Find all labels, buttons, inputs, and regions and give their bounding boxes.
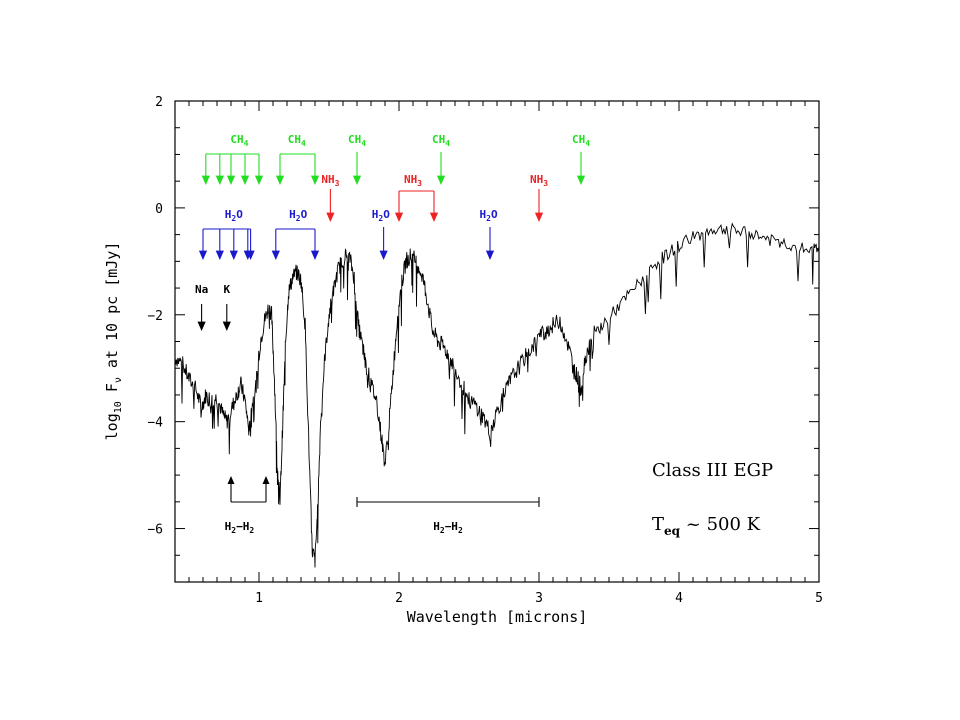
nh3-label: NH3 [530, 173, 548, 188]
ch4-marker [576, 152, 586, 185]
x-axis-label: Wavelength [microns] [407, 608, 588, 626]
nh3-label: NH3 [321, 173, 339, 188]
axis-tick-labels: 1 2 3 4 5 −6 −4 −2 0 2 [147, 95, 823, 606]
nh3-marker [326, 189, 335, 222]
ch4-label: CH4 [348, 133, 366, 148]
y-tick-label: −4 [147, 416, 163, 431]
x-tick-label: 5 [815, 591, 823, 606]
h2o-marker [198, 228, 255, 260]
y-tick-label: −2 [147, 309, 163, 324]
ch4-marker [436, 152, 446, 185]
h2h2-label: H2−H2 [433, 520, 463, 535]
spectrum-series-line [174, 222, 820, 568]
absorption-annotations: CH4 CH4 CH4 CH4 CH4 NH3 NH3 NH3 H2O H2O H2O H2O Na K H… [195, 133, 590, 535]
h2o-label: H2O [372, 208, 390, 223]
nh3-label: NH3 [404, 173, 422, 188]
y-axis-label: log10 Fν at 10 pc [mJy] [103, 242, 124, 441]
h2h2-label: H2−H2 [225, 520, 255, 535]
nh3-marker [534, 189, 544, 222]
atomic-label: Na [195, 283, 208, 296]
x-tick-label: 2 [395, 591, 403, 606]
atomic-marker [222, 304, 231, 331]
class-label: Class III EGP [652, 460, 773, 481]
atomic-label: K [223, 283, 230, 296]
atomic-marker [197, 304, 206, 331]
ch4-marker [275, 153, 320, 185]
h2o-marker [271, 228, 320, 260]
x-tick-label: 1 [255, 591, 263, 606]
nh3-marker [394, 190, 439, 222]
h2o-label: H2O [480, 208, 498, 223]
axis-ticks [175, 100, 820, 583]
h2h2-marker-short [227, 476, 270, 503]
x-tick-label: 3 [535, 591, 543, 606]
h2o-label: H2O [289, 208, 307, 223]
ch4-label: CH4 [572, 133, 590, 148]
y-tick-label: 2 [155, 95, 163, 110]
ch4-label: CH4 [432, 133, 450, 148]
x-tick-label: 4 [675, 591, 683, 606]
y-tick-label: −6 [147, 523, 163, 538]
h2o-marker [485, 227, 495, 260]
plot-frame [174, 100, 820, 583]
teq-label: Teq ~ 500 K [652, 514, 761, 538]
h2h2-marker-long [356, 497, 540, 507]
y-tick-label: 0 [155, 202, 163, 217]
ch4-label: CH4 [288, 133, 306, 148]
h2o-label: H2O [225, 208, 243, 223]
ch4-marker [201, 153, 264, 185]
ch4-marker [352, 152, 362, 185]
ch4-label: CH4 [230, 133, 248, 148]
h2o-marker [379, 227, 388, 260]
